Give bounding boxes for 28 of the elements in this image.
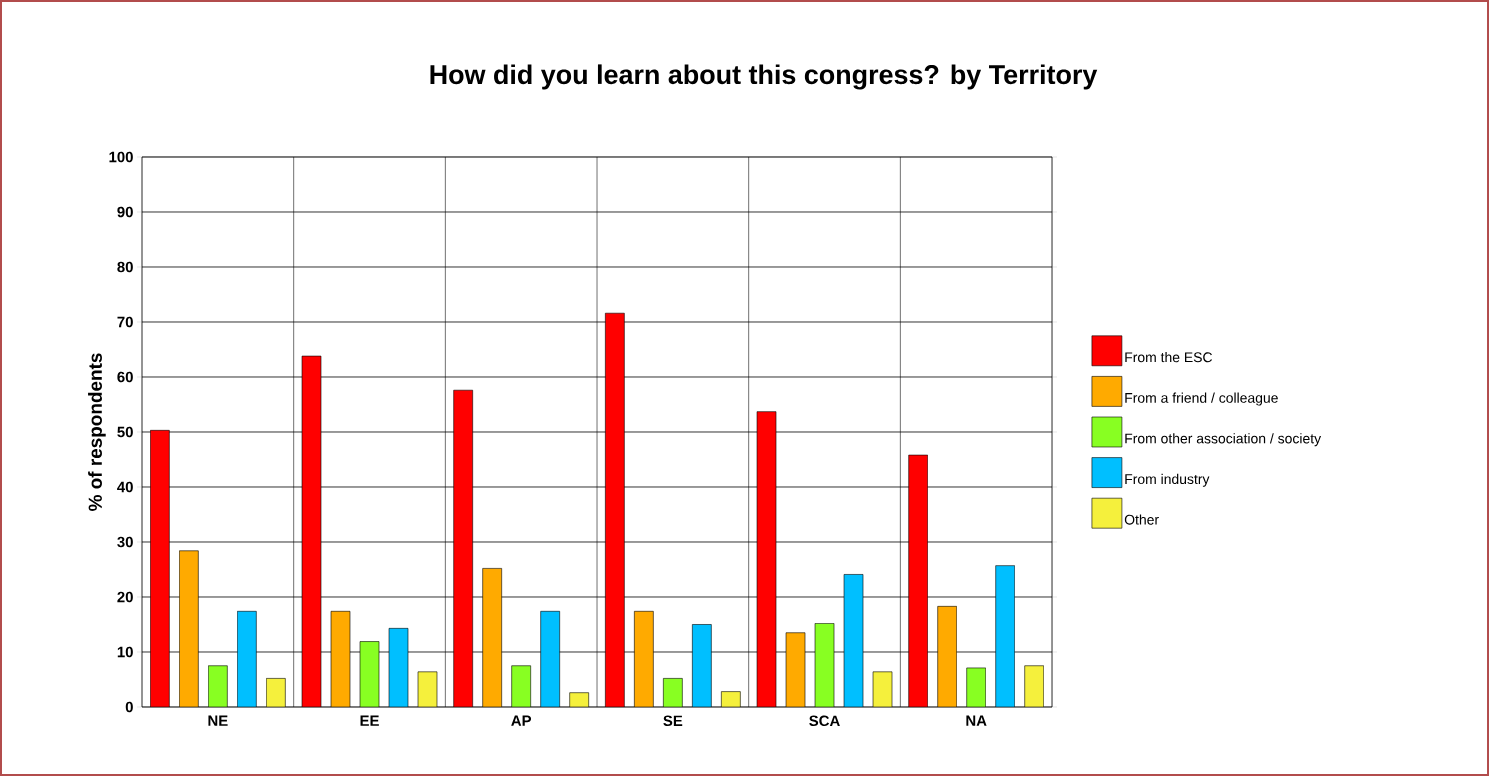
legend-label: From a friend / colleague	[1125, 392, 1278, 406]
y-tick-label: 100	[109, 151, 133, 163]
legend-label: From other association / society	[1125, 433, 1322, 447]
legend-label: From industry	[1125, 473, 1210, 487]
y-tick-label: 70	[117, 316, 133, 328]
bar	[150, 430, 170, 707]
y-axis-title: % of respondents	[88, 353, 106, 511]
chart-title: How did you learn about this congress? by Territory	[430, 64, 1098, 90]
x-tick-label: SE	[663, 715, 683, 727]
legend-label: From the ESC	[1125, 351, 1213, 363]
y-tick-label: 50	[117, 426, 133, 438]
legend-label: Other	[1124, 514, 1159, 525]
x-tick-label: NA	[966, 715, 987, 726]
y-tick-label: 60	[117, 371, 133, 383]
bar	[605, 312, 625, 707]
y-tick-label: 40	[117, 481, 133, 493]
y-tick-label: 80	[117, 261, 133, 273]
y-tick-label: 20	[117, 591, 133, 603]
bar	[453, 389, 473, 707]
y-tick-label: 30	[117, 536, 133, 548]
x-tick-label: EE	[360, 715, 379, 726]
x-tick-label: NE	[208, 715, 228, 726]
x-tick-label: AP	[511, 715, 532, 726]
bar	[908, 454, 928, 707]
y-tick-label: 10	[117, 646, 133, 658]
y-tick-label: 0	[125, 701, 133, 713]
y-tick-label: 90	[117, 206, 133, 218]
x-tick-label: SCA	[809, 715, 840, 727]
